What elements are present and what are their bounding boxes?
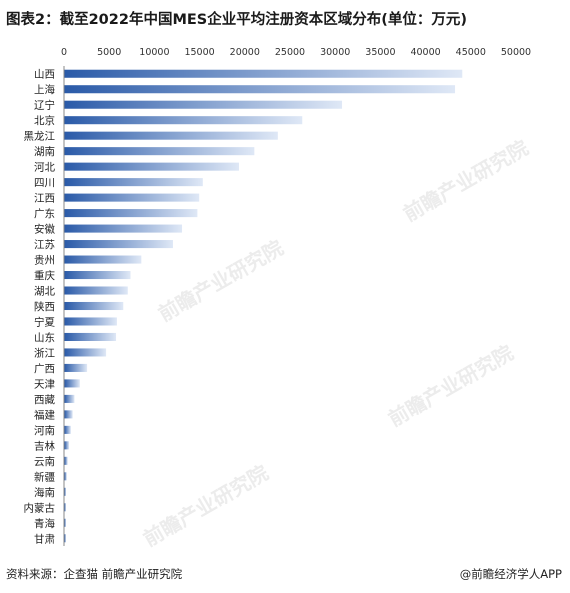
bar: [64, 131, 278, 140]
category-label: 黑龙江: [24, 130, 56, 143]
category-label: 西藏: [34, 394, 55, 406]
category-label: 宁夏: [34, 315, 55, 328]
bar: [64, 425, 71, 434]
category-label: 青海: [34, 517, 55, 530]
category-label: 湖北: [34, 286, 55, 298]
x-tick-label: 45000: [456, 47, 486, 58]
category-label: 吉林: [34, 439, 55, 452]
category-label: 山东: [34, 331, 55, 344]
bar: [64, 116, 303, 125]
bar: [64, 379, 80, 388]
bar: [64, 472, 67, 481]
brand-note: @前瞻经济学人APP: [459, 567, 562, 581]
bar: [64, 441, 70, 450]
bar: [64, 178, 203, 187]
bar: [64, 410, 73, 419]
bar: [64, 363, 88, 372]
category-label: 四川: [34, 177, 55, 189]
category-label: 湖南: [34, 145, 55, 158]
x-tick-label: 30000: [320, 47, 350, 58]
x-tick-label: 50000: [501, 47, 531, 58]
category-label: 甘肃: [34, 532, 55, 545]
category-label: 江西: [34, 193, 55, 205]
category-label: 山西: [34, 69, 55, 81]
category-label: 浙江: [34, 347, 55, 359]
bar: [64, 271, 131, 280]
category-label: 福建: [34, 408, 55, 421]
category-label: 内蒙古: [24, 501, 56, 514]
bar: [64, 255, 142, 264]
category-label: 北京: [34, 114, 55, 127]
bar: [64, 518, 66, 527]
category-label: 贵州: [34, 254, 55, 267]
bar: [64, 209, 198, 218]
category-label: 上海: [34, 83, 55, 96]
bar: [64, 534, 66, 543]
x-tick-label: 0: [61, 47, 67, 58]
bar: [64, 487, 66, 496]
category-label: 辽宁: [34, 99, 55, 112]
category-label: 广西: [34, 363, 55, 375]
bar: [64, 301, 124, 311]
bar: [64, 348, 107, 357]
category-label: 广东: [34, 207, 55, 220]
category-label: 云南: [34, 455, 55, 468]
category-label: 江苏: [34, 238, 55, 251]
bar: [64, 224, 183, 233]
x-tick-label: 40000: [410, 47, 440, 58]
chart-title: 图表2：截至2022年中国MES企业平均注册资本区域分布(单位：万元): [6, 12, 467, 28]
bar: [64, 317, 117, 326]
bar: [64, 147, 255, 156]
bar: [64, 286, 128, 295]
bar: [64, 85, 456, 94]
bar: [64, 332, 117, 341]
x-tick-label: 20000: [230, 47, 260, 58]
category-label: 安徽: [34, 223, 55, 236]
bar: [64, 100, 343, 109]
x-tick-label: 25000: [275, 47, 305, 58]
category-label: 河北: [34, 162, 55, 174]
bar: [64, 503, 66, 512]
bar: [64, 193, 200, 202]
x-tick-label: 35000: [365, 47, 395, 58]
category-label: 新疆: [34, 470, 55, 483]
source-note: 资料来源：企查猫 前瞻产业研究院: [6, 567, 183, 581]
category-label: 重庆: [34, 269, 55, 282]
bar: [64, 162, 239, 171]
bar: [64, 69, 463, 78]
category-label: 陕西: [34, 300, 55, 313]
bar: [64, 394, 75, 403]
category-label: 海南: [34, 486, 55, 499]
category-label: 河南: [34, 424, 55, 437]
x-tick-label: 15000: [184, 47, 214, 58]
x-tick-label: 5000: [97, 47, 121, 58]
bar: [64, 456, 68, 465]
category-label: 天津: [34, 378, 55, 390]
x-tick-label: 10000: [139, 47, 169, 58]
bar: [64, 240, 173, 249]
